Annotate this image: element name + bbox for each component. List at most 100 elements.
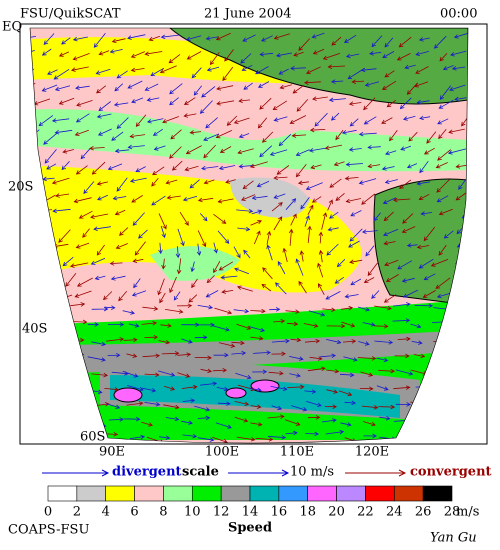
wind-arrow [234, 401, 250, 406]
wind-arrow [347, 69, 364, 80]
wind-arrow [399, 97, 412, 110]
colorbar-tick: 16 [271, 505, 288, 520]
wind-arrow [411, 340, 423, 345]
wind-arrow [287, 384, 305, 390]
wind-arrow [217, 230, 230, 244]
wind-arrow [303, 80, 321, 85]
wind-arrow [146, 118, 164, 124]
wind-arrow [344, 176, 359, 181]
wind-arrow [326, 389, 339, 394]
wind-arrow [295, 258, 304, 276]
wind-arrow [98, 101, 111, 112]
wind-arrow [308, 310, 326, 317]
speed-region [113, 387, 143, 403]
wind-arrow [132, 212, 145, 226]
wind-arrow [177, 352, 192, 357]
wind-arrow [233, 117, 250, 124]
wind-arrow [87, 322, 100, 327]
wind-arrow [138, 229, 148, 239]
wind-arrow [131, 97, 144, 104]
wind-arrow [169, 276, 177, 294]
wind-arrow [238, 98, 251, 103]
wind-arrow [249, 326, 266, 333]
map-fill [30, 28, 468, 443]
wind-arrow [340, 305, 354, 311]
wind-arrow [91, 306, 109, 312]
wind-arrow [307, 366, 326, 372]
wind-arrow [108, 417, 125, 422]
wind-arrow [311, 196, 322, 203]
wind-arrow [235, 372, 252, 380]
wind-arrow [96, 181, 108, 186]
wind-arrow [153, 145, 166, 151]
lon-label: 110E [280, 445, 314, 460]
wind-arrow [157, 278, 165, 296]
colorbar-tick: 4 [102, 505, 110, 520]
wind-arrow [190, 261, 195, 273]
wind-arrow [30, 50, 35, 57]
wind-arrow [292, 84, 305, 94]
wind-arrow [62, 256, 74, 267]
wind-arrow [397, 260, 413, 270]
wind-arrow [271, 351, 286, 357]
wind-arrow [165, 309, 184, 314]
wind-arrow [220, 275, 238, 280]
wind-arrow [325, 429, 345, 435]
wind-arrow [93, 226, 111, 231]
wind-arrow [314, 112, 328, 127]
wind-arrow [177, 372, 191, 378]
wind-arrow [416, 181, 431, 186]
wind-arrow [325, 291, 341, 300]
wind-arrow [376, 357, 389, 363]
wind-arrow [52, 208, 71, 214]
wind-arrow [107, 352, 121, 358]
wind-arrow [131, 195, 143, 203]
wind-arrow [107, 163, 123, 171]
wind-arrow [234, 267, 250, 275]
colorbar-swatch [249, 485, 280, 502]
lat-label: EQ [2, 20, 22, 35]
wind-arrow [401, 226, 416, 233]
wind-arrow [106, 432, 119, 437]
wind-arrow [383, 211, 394, 222]
wind-arrow [158, 242, 163, 255]
wind-arrow [363, 97, 376, 111]
wind-arrow [360, 67, 377, 73]
wind-arrow [218, 165, 236, 171]
lon-label: 90E [99, 445, 125, 460]
wind-arrow [415, 66, 429, 74]
wind-arrow [395, 369, 414, 376]
wind-arrow [44, 149, 57, 164]
wind-arrow [317, 262, 324, 278]
wind-arrow [215, 32, 231, 41]
wind-arrow [54, 129, 73, 135]
wind-arrow [132, 258, 144, 263]
scale-label: scale [182, 465, 219, 480]
wind-arrow [261, 283, 272, 292]
wind-arrow [242, 180, 254, 190]
wind-arrow [362, 421, 376, 427]
wind-arrow [367, 145, 381, 150]
wind-arrow [363, 277, 375, 283]
wind-arrow [191, 278, 198, 289]
wind-arrow [341, 129, 357, 135]
wind-arrow [449, 84, 466, 92]
wind-arrow [318, 231, 324, 244]
wind-arrow [311, 32, 325, 39]
wind-arrow [161, 351, 180, 356]
wind-arrow [369, 51, 382, 56]
wind-arrow [256, 180, 270, 188]
wind-arrow [378, 368, 396, 374]
wind-arrow [401, 277, 415, 283]
wind-arrow [361, 193, 376, 205]
wind-arrow [374, 340, 394, 345]
wind-arrow [273, 33, 291, 40]
wind-arrow [215, 422, 232, 429]
wind-arrow [30, 35, 36, 40]
wind-arrow [259, 51, 274, 57]
wind-arrow [151, 195, 166, 206]
wind-arrow [335, 129, 344, 141]
wind-arrow [70, 302, 86, 307]
colorbar-swatch [47, 485, 78, 502]
wind-arrow [386, 99, 397, 108]
